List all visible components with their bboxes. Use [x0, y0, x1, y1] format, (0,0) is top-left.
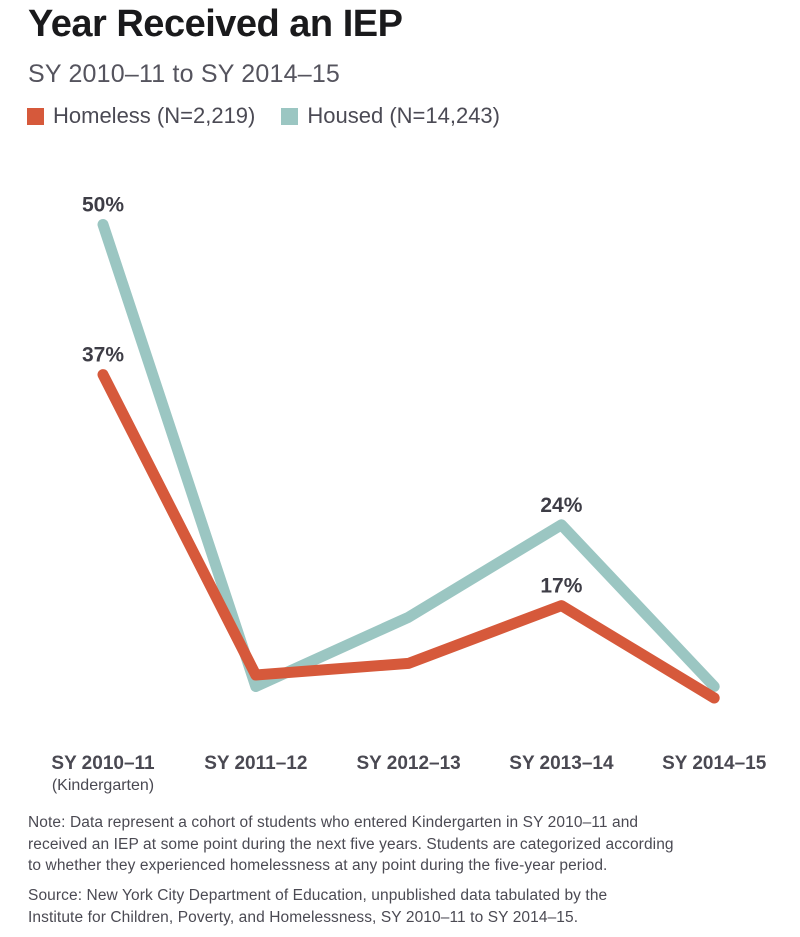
source-text: Source: New York City Department of Educ… — [28, 887, 608, 926]
page-title: Year Received an IEP — [28, 3, 403, 45]
housed-line — [97, 219, 720, 692]
legend: Homeless (N=2,219) Housed (N=14,243) — [27, 103, 500, 129]
x-tick-sy-2011-12: SY 2011–12 — [204, 753, 307, 775]
housed-swatch-icon — [281, 107, 299, 125]
x-tick-sy-2013-14: SY 2013–14 — [509, 753, 613, 775]
subtitle: SY 2010–11 to SY 2014–15 — [28, 60, 341, 88]
homeless-swatch-icon — [27, 107, 44, 125]
x-tick-label: SY 2013–14 — [509, 753, 614, 774]
legend-item-homeless: Homeless (N=2,219) — [27, 103, 255, 129]
point-label: 50% — [82, 194, 124, 217]
x-tick-label: SY 2010–11 — [51, 753, 155, 774]
x-tick-sublabel-kindergarten: (Kindergarten) — [51, 777, 155, 794]
x-tick-label: SY 2014–15 — [662, 753, 767, 774]
homeless-line — [97, 369, 720, 704]
legend-item-housed: Housed (N=14,243) — [281, 103, 500, 129]
x-tick-sy-2012-13: SY 2012–13 — [356, 753, 460, 775]
point-label: 37% — [82, 344, 124, 367]
legend-label-homeless: Homeless (N=2,219) — [53, 103, 256, 128]
x-tick-sy-2014-15: SY 2014–15 — [662, 753, 766, 775]
point-label: 24% — [540, 494, 582, 517]
x-tick-label: SY 2011–12 — [204, 753, 308, 774]
x-tick-label: SY 2012–13 — [356, 753, 461, 774]
point-label: 17% — [540, 575, 582, 598]
legend-label-housed: Housed (N=14,243) — [307, 103, 500, 128]
x-tick-sy-2010-11: SY 2010–11 (Kindergarten) — [51, 753, 154, 795]
note-text: Note: Data represent a cohort of student… — [28, 814, 674, 874]
